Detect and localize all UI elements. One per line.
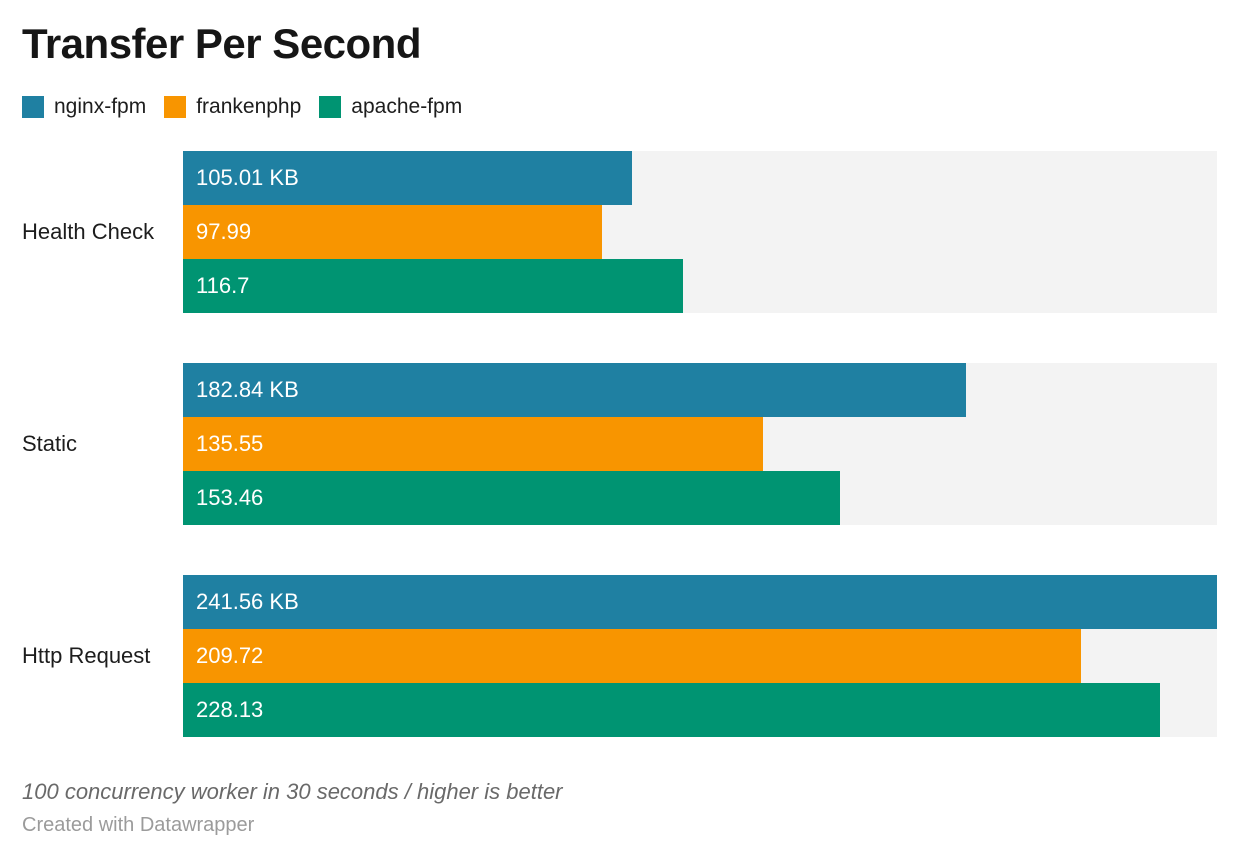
bar-value-label: 97.99	[196, 219, 252, 244]
bar-value-label: 116.7	[196, 273, 250, 298]
chart-title: Transfer Per Second	[22, 20, 422, 67]
bar-http-request-frankenphp: 209.72	[183, 629, 1081, 683]
bar-track-http-request: 241.56 KB 209.72 228.13	[183, 575, 1217, 737]
chart-note: 100 concurrency worker in 30 seconds / h…	[22, 779, 563, 804]
category-label-http-request: Http Request	[22, 643, 151, 668]
bar-chart: Health Check 105.01 KB 97.99 116.7 Stati…	[22, 151, 1217, 737]
legend-swatch-apache-fpm	[319, 96, 342, 118]
legend-swatch-nginx-fpm	[22, 96, 44, 118]
bar-value-label: 135.55	[196, 431, 264, 456]
bar-value-label: 209.72	[196, 643, 264, 668]
category-group-health-check: Health Check 105.01 KB 97.99 116.7	[22, 151, 1217, 313]
legend-label-nginx-fpm: nginx-fpm	[54, 95, 147, 118]
bar-value-label: 182.84 KB	[196, 377, 299, 402]
bar-static-nginx-fpm: 182.84 KB	[183, 363, 966, 417]
bar-health-check-nginx-fpm: 105.01 KB	[183, 151, 633, 205]
datawrapper-attribution-link[interactable]: Created with Datawrapper	[22, 814, 255, 836]
bar-track-health-check: 105.01 KB 97.99 116.7	[183, 151, 1217, 313]
bar-track-static: 182.84 KB 135.55 153.46	[183, 363, 1217, 525]
bar-value-label: 105.01 KB	[196, 165, 299, 190]
legend-swatch-frankenphp	[164, 96, 187, 118]
category-group-static: Static 182.84 KB 135.55 153.46	[22, 363, 1217, 525]
legend-label-apache-fpm: apache-fpm	[351, 95, 463, 118]
bar-static-frankenphp: 135.55	[183, 417, 764, 471]
bar-http-request-apache-fpm: 228.13	[183, 683, 1160, 737]
bar-static-apache-fpm: 153.46	[183, 471, 840, 525]
bar-health-check-frankenphp: 97.99	[183, 205, 603, 259]
legend-label-frankenphp: frankenphp	[196, 95, 302, 118]
legend-item-nginx-fpm: nginx-fpm	[22, 95, 146, 119]
chart-footer: 100 concurrency worker in 30 seconds / h…	[22, 779, 1217, 837]
bar-value-label: 228.13	[196, 697, 264, 722]
category-group-http-request: Http Request 241.56 KB 209.72 228.13	[22, 575, 1217, 737]
legend-item-frankenphp: frankenphp	[164, 95, 301, 119]
bar-value-label: 241.56 KB	[196, 589, 299, 614]
legend: nginx-fpm frankenphp apache-fpm	[22, 95, 1217, 119]
bar-health-check-apache-fpm: 116.7	[183, 259, 683, 313]
bar-http-request-nginx-fpm: 241.56 KB	[183, 575, 1217, 629]
category-label-health-check: Health Check	[22, 219, 155, 244]
bar-value-label: 153.46	[196, 485, 264, 510]
category-label-static: Static	[22, 431, 78, 456]
legend-item-apache-fpm: apache-fpm	[319, 95, 462, 119]
